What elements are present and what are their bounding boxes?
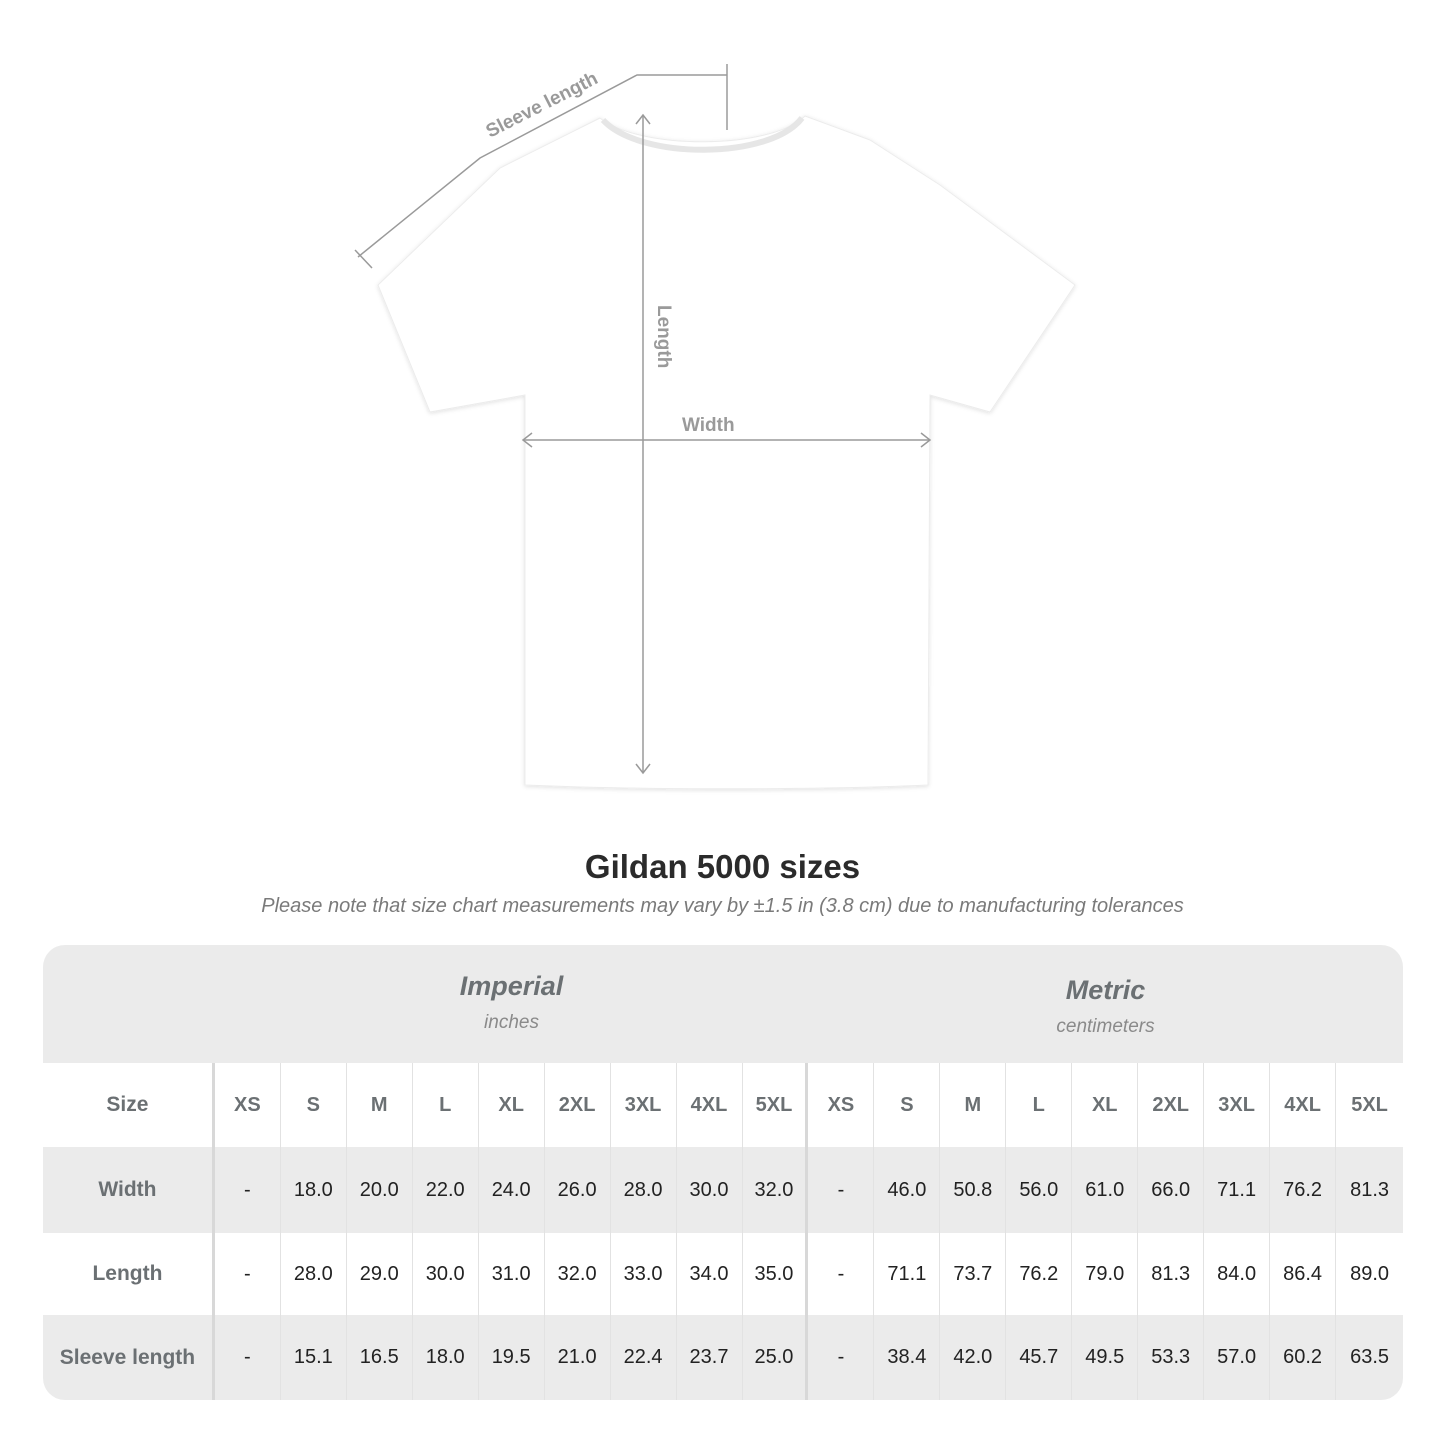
row-label: Width bbox=[43, 1147, 215, 1233]
size-metric-header: M bbox=[940, 1063, 1007, 1147]
imperial-value-cell: 15.1 bbox=[281, 1315, 347, 1400]
imperial-value-cell: 23.7 bbox=[677, 1315, 743, 1400]
imperial-value-cell: 24.0 bbox=[479, 1147, 545, 1233]
imperial-value-cell: 22.0 bbox=[413, 1147, 479, 1233]
metric-value-cell: 66.0 bbox=[1138, 1147, 1205, 1233]
size-metric-header: S bbox=[874, 1063, 941, 1147]
imperial-value-cell: 28.0 bbox=[611, 1147, 677, 1233]
size-imperial-header: XL bbox=[479, 1063, 545, 1147]
imperial-value-cell: 28.0 bbox=[281, 1233, 347, 1315]
chart-title: Gildan 5000 sizes bbox=[584, 848, 861, 885]
imperial-unit: inches bbox=[484, 1012, 539, 1033]
metric-value-cell: 49.5 bbox=[1072, 1315, 1139, 1400]
imperial-value-cell: 29.0 bbox=[347, 1233, 413, 1315]
size-metric-header: 3XL bbox=[1204, 1063, 1271, 1147]
size-imperial-header: L bbox=[413, 1063, 479, 1147]
imperial-value-cell: 16.5 bbox=[347, 1315, 413, 1400]
metric-value-cell: 56.0 bbox=[1006, 1147, 1073, 1233]
tshirt-shape bbox=[377, 115, 1076, 790]
measure-lines bbox=[354, 64, 932, 775]
length-label: Length bbox=[653, 305, 674, 368]
metric-value-cell: 57.0 bbox=[1204, 1315, 1271, 1400]
size-header-row: Size XS S M L XL 2XL 3XL 4XL 5XL XS S M L XL 2XL 3XL 4XL 5… bbox=[43, 1063, 1403, 1147]
imperial-value-cell: 30.0 bbox=[413, 1233, 479, 1315]
size-metric-header: XL bbox=[1072, 1063, 1139, 1147]
imperial-value-cell: 22.4 bbox=[611, 1315, 677, 1400]
metric-value-cell: 79.0 bbox=[1072, 1233, 1139, 1315]
metric-value-cell: 89.0 bbox=[1350, 1262, 1390, 1285]
metric-value-cell: 45.7 bbox=[1006, 1315, 1073, 1400]
imperial-value-cell: 18.0 bbox=[281, 1147, 347, 1233]
size-metric-header: 5XL bbox=[1351, 1093, 1388, 1116]
metric-header: Metric centimeters bbox=[808, 975, 1403, 1038]
size-imperial-header: 5XL bbox=[743, 1063, 809, 1147]
imperial-value-cell: 30.0 bbox=[677, 1147, 743, 1233]
unit-system-header bbox=[43, 945, 1403, 1063]
size-imperial-header: 3XL bbox=[611, 1063, 677, 1147]
width-label: Width bbox=[682, 415, 735, 436]
imperial-value-cell: 32.0 bbox=[743, 1147, 809, 1233]
size-imperial-header: XS bbox=[215, 1063, 281, 1147]
metric-unit: centimeters bbox=[1056, 1016, 1155, 1037]
metric-value-cell: 76.2 bbox=[1006, 1233, 1073, 1315]
metric-value-cell: 81.3 bbox=[1350, 1178, 1390, 1201]
size-metric-header: XS bbox=[808, 1063, 875, 1147]
metric-value-cell: 50.8 bbox=[940, 1147, 1007, 1233]
size-table: Imperial inches Metric centimeters Size X… bbox=[43, 945, 1403, 1400]
size-metric-header: 2XL bbox=[1138, 1063, 1205, 1147]
metric-title: Metric bbox=[1065, 975, 1146, 1005]
imperial-value-cell: - bbox=[215, 1233, 281, 1315]
imperial-value-cell: 33.0 bbox=[611, 1233, 677, 1315]
size-imperial-header: M bbox=[347, 1063, 413, 1147]
size-imperial-header: 4XL bbox=[677, 1063, 743, 1147]
size-imperial-header: S bbox=[281, 1063, 347, 1147]
imperial-value-cell: 31.0 bbox=[479, 1233, 545, 1315]
imperial-value-cell: - bbox=[215, 1315, 281, 1400]
metric-value-cell: - bbox=[808, 1147, 875, 1233]
metric-value-cell: 71.1 bbox=[874, 1233, 941, 1315]
metric-value-cell: - bbox=[808, 1315, 875, 1400]
table-row: Width -18.0 20.0 22.0 24.0 26.0 28.0 30.0 32.0-4… bbox=[43, 1147, 1403, 1233]
size-imperial-header: 2XL bbox=[545, 1063, 611, 1147]
imperial-value-cell: 20.0 bbox=[347, 1147, 413, 1233]
imperial-value-cell: - bbox=[215, 1147, 281, 1233]
imperial-value-cell: 32.0 bbox=[545, 1233, 611, 1315]
imperial-value-cell: 19.5 bbox=[479, 1315, 545, 1400]
tolerance-note: Please note that size chart measurements… bbox=[261, 895, 1184, 917]
metric-value-cell: 38.4 bbox=[874, 1315, 941, 1400]
imperial-value-cell: 26.0 bbox=[545, 1147, 611, 1233]
metric-value-cell: 71.1 bbox=[1204, 1147, 1271, 1233]
metric-value-cell: 84.0 bbox=[1204, 1233, 1271, 1315]
imperial-value-cell: 35.0 bbox=[743, 1233, 809, 1315]
metric-value-cell: 73.7 bbox=[940, 1233, 1007, 1315]
imperial-value-cell: 21.0 bbox=[545, 1315, 611, 1400]
table-row: Sleeve length -15.1 16.5 18.0 19.5 21.0 22.4 23… bbox=[43, 1315, 1403, 1400]
metric-value-cell: 76.2 bbox=[1270, 1147, 1337, 1233]
size-metric-header: L bbox=[1006, 1063, 1073, 1147]
metric-value-cell: - bbox=[808, 1233, 875, 1315]
imperial-title: Imperial bbox=[459, 971, 564, 1001]
sleeve-length-line bbox=[357, 74, 727, 258]
metric-value-cell: 53.3 bbox=[1138, 1315, 1205, 1400]
row-label: Length bbox=[43, 1233, 215, 1315]
imperial-value-cell: 18.0 bbox=[413, 1315, 479, 1400]
metric-value-cell: 81.3 bbox=[1138, 1233, 1205, 1315]
row-label: Size bbox=[43, 1063, 215, 1147]
metric-value-cell: 63.5 bbox=[1350, 1346, 1390, 1368]
metric-value-cell: 60.2 bbox=[1270, 1315, 1337, 1400]
metric-value-cell: 61.0 bbox=[1072, 1147, 1139, 1233]
metric-value-cell: 86.4 bbox=[1270, 1233, 1337, 1315]
metric-value-cell: 42.0 bbox=[940, 1315, 1007, 1400]
imperial-header: Imperial inches bbox=[215, 971, 808, 1034]
row-label: Sleeve length bbox=[43, 1315, 215, 1400]
imperial-value-cell: 34.0 bbox=[677, 1233, 743, 1315]
table-row: Length -28.0 29.0 30.0 31.0 32.0 33.0 34.0 35.0-… bbox=[43, 1233, 1403, 1315]
imperial-value-cell: 25.0 bbox=[743, 1315, 809, 1400]
tshirt-diagram: Sleeve length Length Width bbox=[354, 64, 1076, 790]
size-metric-header: 4XL bbox=[1270, 1063, 1337, 1147]
metric-value-cell: 46.0 bbox=[874, 1147, 941, 1233]
